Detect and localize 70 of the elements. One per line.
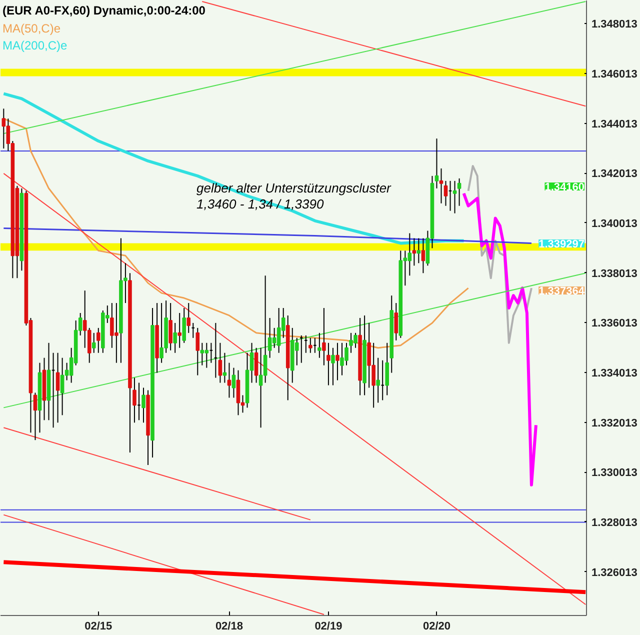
- candlestick: [56, 352, 60, 424]
- candlestick: [336, 342, 340, 381]
- candlestick: [434, 138, 439, 189]
- x-tick-label: 02/19: [314, 620, 342, 632]
- candlestick: [263, 275, 268, 384]
- candlestick: [60, 357, 64, 416]
- candlestick: [173, 322, 177, 354]
- y-tick-label: 1.330013: [592, 467, 638, 480]
- y-tick-label: 1.342013: [592, 168, 638, 180]
- annotation: 1.34160: [544, 182, 585, 194]
- candlestick: [258, 347, 263, 428]
- candlestick: [272, 327, 276, 348]
- candlestick: [182, 308, 186, 344]
- candlestick: [33, 392, 38, 441]
- text: MA(200,C)e: [2, 38, 68, 52]
- candlestick: [268, 317, 272, 358]
- y-tick-label: 1.328013: [592, 516, 638, 529]
- line-series: [462, 192, 538, 486]
- candlestick: [376, 357, 380, 404]
- candlestick: [232, 367, 236, 398]
- candlestick: [452, 180, 457, 214]
- chart-title: (EUR A0-FX,60) Dynamic,0:00-24:00: [2, 4, 206, 18]
- text: MA(50,C)e: [2, 22, 61, 36]
- candlestick: [439, 168, 444, 204]
- candlestick: [457, 178, 462, 206]
- candlestick: [318, 332, 322, 358]
- annotation: 1.339297: [538, 238, 585, 250]
- candlestick: [204, 342, 209, 368]
- candlestick: [394, 302, 398, 341]
- candlestick: [322, 308, 326, 366]
- candlestick: [222, 352, 227, 384]
- candlestick: [186, 302, 191, 334]
- y-tick-label: 1.336013: [592, 318, 638, 330]
- y-tick-label: 1.338013: [592, 268, 638, 280]
- candlestick: [326, 342, 330, 386]
- candlestick: [421, 238, 426, 274]
- x-tick-label: 02/20: [422, 620, 450, 632]
- candlestick: [385, 342, 390, 396]
- x-tick-label: 02/15: [84, 620, 112, 632]
- candlestick: [168, 302, 172, 351]
- candlestick: [218, 342, 222, 384]
- candlestick: [254, 347, 258, 384]
- y-tick-label: 1.344013: [592, 118, 638, 130]
- candlestick: [178, 312, 182, 348]
- candlestick: [408, 232, 412, 276]
- candlestick: [276, 308, 281, 354]
- x-tick-label: 02/18: [215, 620, 243, 632]
- candlestick: [2, 108, 6, 150]
- candlestick: [132, 377, 136, 424]
- y-tick-label: 1.340013: [592, 218, 638, 230]
- y-tick-label: 1.346013: [592, 68, 638, 80]
- candlestick: [444, 180, 448, 206]
- line-series: [2, 92, 466, 245]
- candlestick: [142, 387, 146, 424]
- candlestick: [416, 238, 421, 264]
- candlestick: [236, 370, 240, 416]
- y-tick-label: 1.334013: [592, 367, 638, 380]
- y-tick-label: 1.348013: [592, 18, 638, 31]
- candlestick: [412, 238, 416, 266]
- candlestick: [308, 337, 312, 354]
- y-tick-label: 1.332013: [592, 417, 638, 430]
- line-series: [467, 164, 532, 344]
- candlestick: [200, 342, 204, 366]
- candlestick: [92, 332, 96, 354]
- y-tick-label: 1.326013: [592, 566, 638, 579]
- candlestick: [331, 347, 335, 386]
- candlestick: [96, 327, 100, 354]
- candlestick: [196, 327, 200, 376]
- annotation: 1.337364: [538, 286, 586, 298]
- line-series: [2, 118, 470, 349]
